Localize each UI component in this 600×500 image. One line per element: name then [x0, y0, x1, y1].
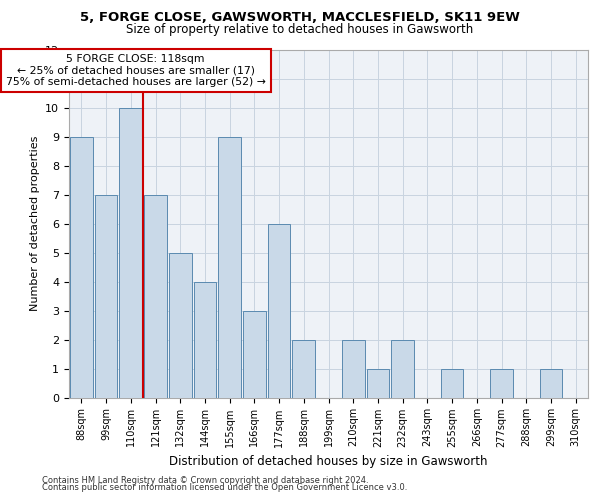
Bar [490, 368, 513, 398]
Text: Contains HM Land Registry data © Crown copyright and database right 2024.: Contains HM Land Registry data © Crown c… [42, 476, 368, 485]
Text: 5 FORGE CLOSE: 118sqm
← 25% of detached houses are smaller (17)
75% of semi-deta: 5 FORGE CLOSE: 118sqm ← 25% of detached … [6, 54, 266, 87]
Bar [218, 137, 241, 398]
Bar [391, 340, 414, 398]
Bar [70, 137, 93, 398]
Bar [243, 310, 266, 398]
Bar [194, 282, 216, 398]
Bar [292, 340, 315, 398]
Y-axis label: Number of detached properties: Number of detached properties [29, 136, 40, 312]
Bar [441, 368, 463, 398]
Bar [268, 224, 290, 398]
Bar [119, 108, 142, 398]
Bar [169, 252, 191, 398]
Bar [144, 195, 167, 398]
X-axis label: Distribution of detached houses by size in Gawsworth: Distribution of detached houses by size … [169, 455, 488, 468]
Text: Contains public sector information licensed under the Open Government Licence v3: Contains public sector information licen… [42, 484, 407, 492]
Bar [95, 195, 118, 398]
Bar [367, 368, 389, 398]
Text: Size of property relative to detached houses in Gawsworth: Size of property relative to detached ho… [127, 22, 473, 36]
Bar [539, 368, 562, 398]
Text: 5, FORGE CLOSE, GAWSWORTH, MACCLESFIELD, SK11 9EW: 5, FORGE CLOSE, GAWSWORTH, MACCLESFIELD,… [80, 11, 520, 24]
Bar [342, 340, 365, 398]
